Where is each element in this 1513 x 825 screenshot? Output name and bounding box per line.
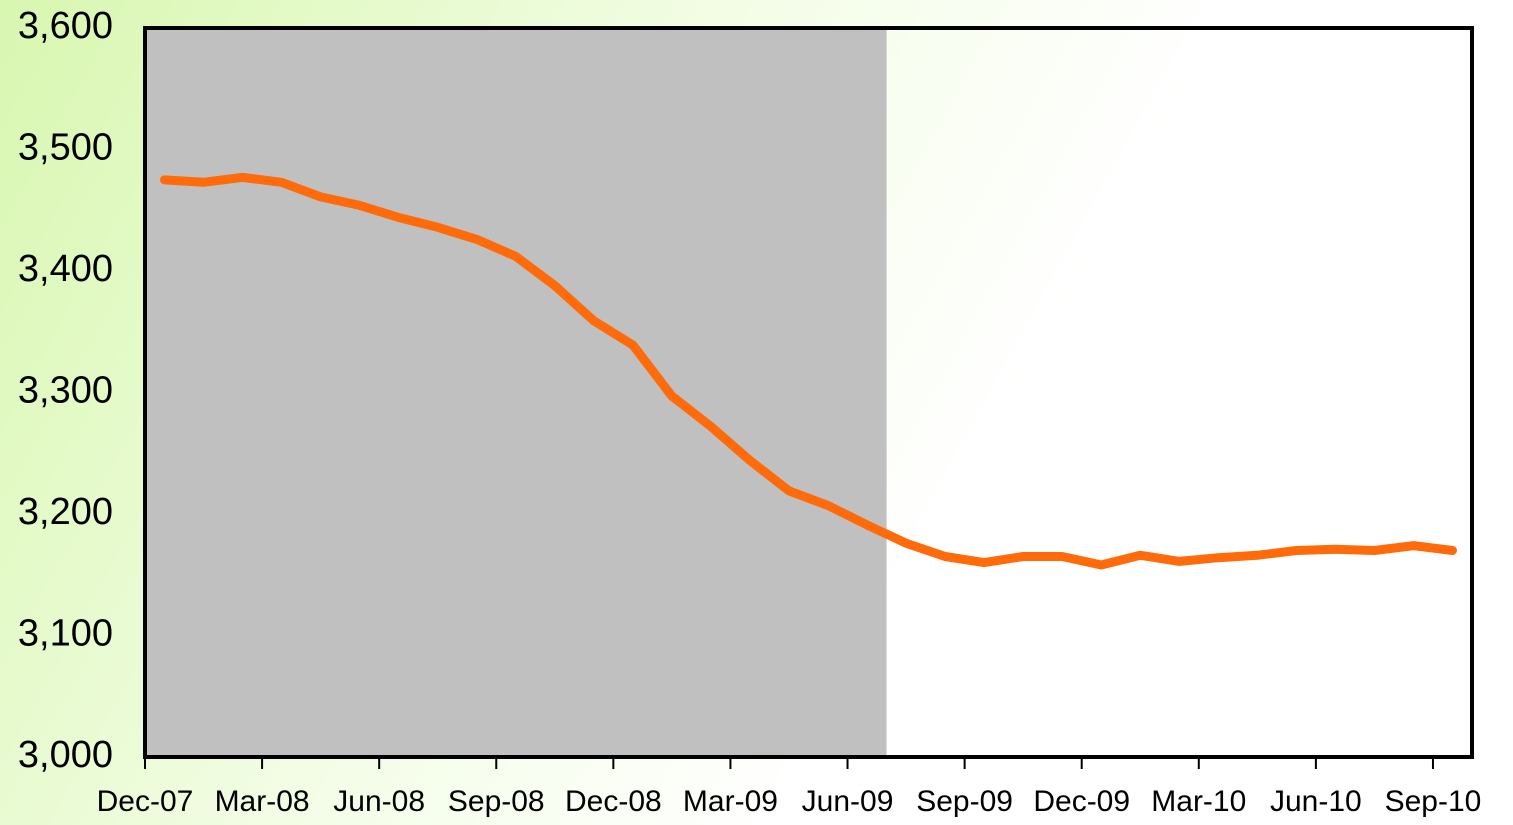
y-tick-label: 3,400	[18, 248, 113, 290]
shaded-region	[145, 28, 887, 757]
x-tick-label: Jun-08	[333, 785, 425, 818]
data-line	[160, 172, 1457, 570]
x-tick-label: Mar-09	[683, 785, 778, 818]
x-tick-label: Jun-09	[802, 785, 894, 818]
x-tick-label: Sep-09	[916, 785, 1013, 818]
y-tick-label: 3,200	[18, 491, 113, 533]
x-tick-label: Dec-08	[565, 785, 662, 818]
plot-frame	[143, 26, 1474, 759]
x-tick-label: Sep-10	[1385, 785, 1482, 818]
y-tick-label: 3,300	[18, 370, 113, 412]
x-tick-label: Sep-08	[448, 785, 545, 818]
y-tick-label: 3,100	[18, 613, 113, 655]
x-tick-label: Dec-09	[1033, 785, 1130, 818]
y-tick-label: 3,000	[18, 734, 113, 776]
x-tick-label: Jun-10	[1270, 785, 1362, 818]
y-tick-label: 3,600	[18, 5, 113, 47]
x-tick-label: Mar-10	[1151, 785, 1246, 818]
y-tick-label: 3,500	[18, 127, 113, 169]
x-tick-label: Mar-08	[215, 785, 310, 818]
x-tick-label: Dec-07	[97, 785, 194, 818]
